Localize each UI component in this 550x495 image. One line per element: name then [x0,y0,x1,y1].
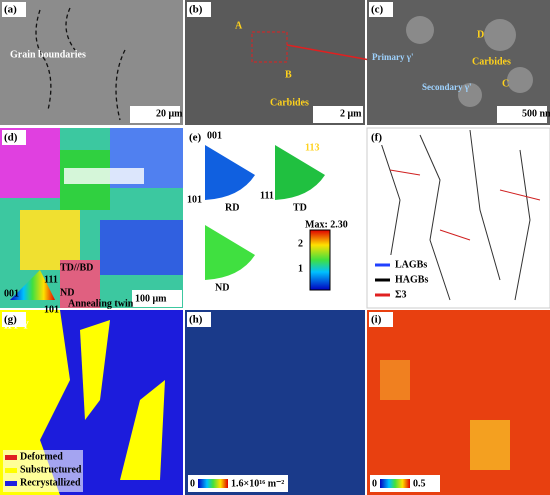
annotation: Carbides [270,97,309,108]
panel-label: (e) [189,132,202,144]
annotation: Substructured [20,464,82,475]
annotation: Max: 2.30 [305,219,348,230]
annotation: 1.6×10¹⁶ m⁻² [231,478,284,489]
annotation: 2 μm [340,108,362,119]
annotation: 0 [372,478,377,489]
scale-box [313,106,363,123]
panel-label: (a) [4,4,17,16]
panel-label-box [2,2,26,17]
dislocation-map [185,310,365,495]
panel-label: (d) [4,132,18,144]
annotation: HAGBs [395,274,428,285]
panel-label-box [369,2,393,17]
micrograph-c [367,0,550,125]
annotation: Annealing twin [68,298,134,309]
scale-box [130,106,180,123]
annotation: ND [60,287,74,298]
panel-label: (c) [371,4,384,16]
annotation: LAGBs [395,259,427,270]
micrograph-a [0,0,183,125]
annotation: Recrystallized [20,477,81,488]
kam-map [367,310,550,495]
boundary [35,7,126,121]
zoom-arrow [286,44,371,61]
annotation: Secondary γ' [422,82,471,92]
panel-label-box [369,312,393,327]
panel-label-box [369,130,393,145]
annotation: 101 [187,194,202,205]
scale-box [497,106,547,123]
annotation: D [477,29,484,40]
annotation: B [285,69,292,80]
annotation: TD [293,202,307,213]
panel-label-box [187,130,211,145]
annotation: 1 [298,263,303,274]
annotation: Σ3 [395,289,407,300]
panel-label: (b) [189,4,203,16]
panel-label-box [2,130,26,145]
zoom-box [251,31,288,63]
annotation: 101 [44,304,59,315]
annotation: Carbides [472,56,511,67]
annotation: 001 [207,130,222,141]
panel-label: (f) [371,132,382,144]
panel-label: (i) [371,314,382,326]
annotation: RD [225,202,239,213]
panel-label: (h) [189,314,203,326]
annotation: 500 nm [522,108,550,119]
panel-label-box [187,2,211,17]
panel-label-box [187,312,211,327]
annotation: Primary γ' [372,52,413,62]
annotation: 111 [260,190,274,201]
annotation: ND [215,282,229,293]
annotation: 111 [44,274,58,285]
annotation: A [235,20,243,31]
annotation: 20 μm [156,108,183,119]
annotation: 001 [4,288,19,299]
annotation: Deformed [20,451,63,462]
panel-label-box [2,312,26,327]
panel-label: (g) [4,314,17,326]
annotation: C [502,78,509,89]
annotation: TD//BD [60,262,93,273]
annotation: 100 μm [135,293,167,304]
annotation: 0.5 [413,478,426,489]
annotation: 113 [305,142,319,153]
annotation: 0 [190,478,195,489]
annotation: 2 [298,238,303,249]
annotation: Grain boundaries [10,49,86,60]
